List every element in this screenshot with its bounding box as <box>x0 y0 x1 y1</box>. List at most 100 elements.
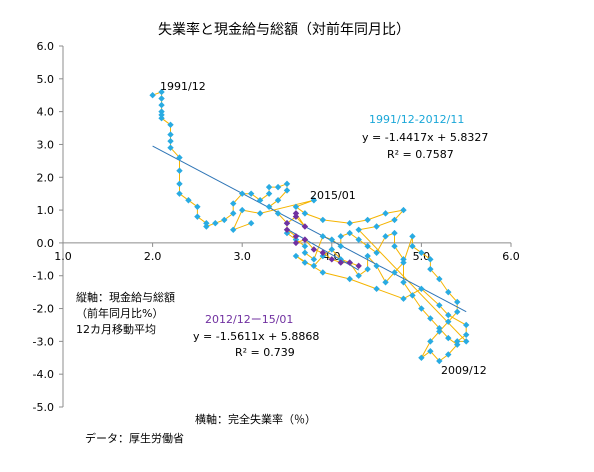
series-0-point <box>373 262 380 270</box>
series-0-point <box>292 252 300 260</box>
series-0-point <box>436 275 443 283</box>
series-0-point <box>256 210 264 217</box>
trendline-a-equation: y = -1.4417x + 5.8327 <box>362 131 489 144</box>
series-1-point <box>301 223 309 230</box>
series-0-point <box>185 197 192 204</box>
source-note: データ：厚生労働省 <box>85 432 184 445</box>
series-0-point <box>283 187 291 194</box>
y-tick-label: -2.0 <box>33 303 54 316</box>
series-0-point <box>355 272 362 279</box>
y-axis-note-line2: （前年同月比%） <box>76 307 164 320</box>
x-tick-label: 6.0 <box>502 250 520 263</box>
series-0-point <box>167 131 174 138</box>
series-0-point <box>319 252 327 260</box>
annotation-recent: 2015/01 <box>310 189 356 202</box>
series-1-point <box>283 220 291 227</box>
series-0-point <box>391 216 398 224</box>
series-1-point <box>319 249 327 256</box>
series-0-point <box>283 229 291 237</box>
series-0-point <box>158 108 165 115</box>
annotation-trough: 2009/12 <box>441 364 487 377</box>
y-tick-label: -4.0 <box>33 368 54 381</box>
series-0-point <box>149 92 156 99</box>
series-0-point <box>247 190 255 197</box>
series-1-point <box>301 236 309 243</box>
series-0-point <box>265 183 273 191</box>
series-0-point <box>454 341 461 348</box>
series-0-point <box>463 321 470 329</box>
series-0-point <box>454 338 461 345</box>
series-0-point <box>319 216 327 224</box>
series-0-point <box>247 220 255 227</box>
trendlines <box>152 145 467 313</box>
series-0-point <box>301 259 309 266</box>
series-0-point <box>158 111 165 119</box>
series-0-point <box>328 246 335 253</box>
series-0-point <box>274 210 282 217</box>
y-tick-label: 3.0 <box>37 138 55 151</box>
series-0-point <box>230 210 237 217</box>
series-0-point <box>436 302 443 309</box>
chart-axes <box>59 45 512 408</box>
series-1-point <box>292 213 300 220</box>
series-0-point <box>463 331 470 338</box>
series-1-point <box>355 262 362 270</box>
series-0-point <box>445 318 452 325</box>
series-0-point <box>337 233 344 240</box>
series-0-point <box>436 325 443 332</box>
series-0-point <box>346 220 353 227</box>
series-1-point <box>283 226 291 233</box>
series-0-point <box>176 180 183 188</box>
series-0-point <box>382 279 389 286</box>
series-0-point <box>391 242 398 250</box>
series-1-point <box>292 210 300 217</box>
series-0-point <box>337 242 344 250</box>
y-axis-note-line3: 12カ月移動平均 <box>76 323 156 336</box>
y-tick-label: 2.0 <box>37 171 55 184</box>
series-0-point <box>167 121 174 128</box>
series-0-point <box>346 229 353 237</box>
series-0-point <box>194 213 201 220</box>
series-1-point <box>310 246 318 253</box>
x-tick-label: 5.0 <box>413 250 431 263</box>
series-0-point <box>203 220 210 227</box>
series-a-label: 1991/12-2012/11 <box>369 113 465 126</box>
series-0-point <box>239 206 246 214</box>
series-0-point <box>292 236 300 243</box>
series-0-point <box>355 226 362 233</box>
series-0-point <box>256 197 264 204</box>
series-0-point <box>292 203 300 211</box>
x-tick-label: 3.0 <box>233 250 251 263</box>
series-0-point <box>400 295 407 302</box>
series-0-point <box>418 285 425 293</box>
series-0-point <box>194 203 201 211</box>
series-0-point <box>364 216 371 224</box>
series-0-point <box>382 210 389 217</box>
series-0-point <box>364 252 371 260</box>
series-0-point <box>373 285 380 293</box>
series-0-point <box>230 226 237 233</box>
series-0-point <box>409 292 416 299</box>
series-0-point <box>400 256 407 263</box>
series-0-point <box>409 233 416 240</box>
series-0-point <box>391 229 398 237</box>
y-tick-label: -3.0 <box>33 335 54 348</box>
series-0-point <box>409 242 416 250</box>
series-0-point <box>167 144 174 151</box>
series-0-point <box>203 223 210 230</box>
series-1-point <box>328 256 335 263</box>
series-0-point <box>274 183 282 191</box>
trendline-1 <box>286 228 359 271</box>
series-0-point <box>454 298 461 306</box>
series-0-point <box>418 249 425 256</box>
series-0-point <box>212 220 219 227</box>
series-0-point <box>301 210 309 217</box>
series-0-point <box>265 190 273 197</box>
series-0-point <box>301 242 309 250</box>
y-tick-label: 6.0 <box>37 40 55 53</box>
series-0-point <box>176 167 183 174</box>
series-0-point <box>427 338 434 345</box>
y-tick-label: 5.0 <box>37 73 55 86</box>
series-0-point <box>319 233 327 240</box>
